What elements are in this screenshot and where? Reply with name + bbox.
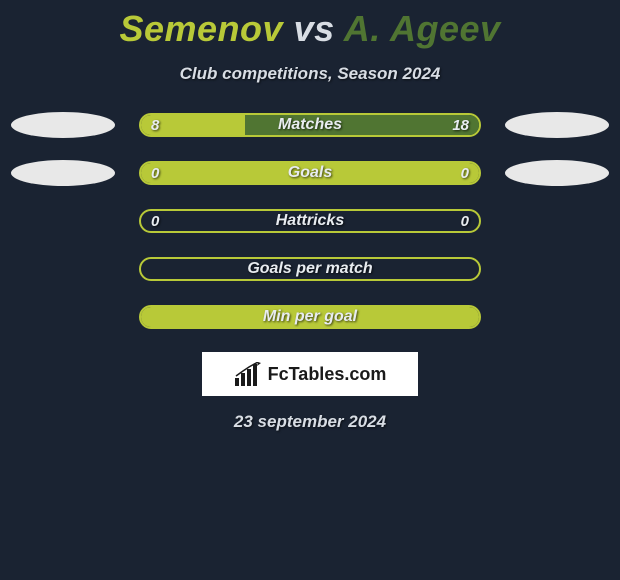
flag-placeholder [505, 208, 609, 234]
stat-row: 00Goals [0, 160, 620, 186]
stat-bar: Min per goal [139, 305, 481, 329]
bar-chart-icon [234, 362, 262, 386]
stat-bar: 00Hattricks [139, 209, 481, 233]
flag-placeholder [11, 256, 115, 282]
player2-flag-icon [505, 112, 609, 138]
page-title: Semenov vs A. Ageev [0, 8, 620, 50]
stat-label: Matches [141, 115, 479, 135]
logo-text: FcTables.com [268, 364, 387, 385]
stat-row: 818Matches [0, 112, 620, 138]
player1-flag-icon [11, 112, 115, 138]
date-text: 23 september 2024 [0, 412, 620, 432]
flag-placeholder [11, 208, 115, 234]
flag-placeholder [505, 256, 609, 282]
stat-bar: 818Matches [139, 113, 481, 137]
stat-bar: Goals per match [139, 257, 481, 281]
subtitle: Club competitions, Season 2024 [0, 64, 620, 84]
player2-name: A. Ageev [344, 8, 501, 49]
flag-placeholder [505, 304, 609, 330]
vs-text: vs [294, 8, 335, 49]
stat-label: Hattricks [141, 211, 479, 231]
stat-row: Min per goal [0, 304, 620, 330]
flag-placeholder [11, 304, 115, 330]
stat-label: Min per goal [141, 307, 479, 327]
player2-flag-icon [505, 160, 609, 186]
stat-label: Goals per match [141, 259, 479, 279]
logo-box: FcTables.com [202, 352, 418, 396]
stat-label: Goals [141, 163, 479, 183]
player1-name: Semenov [119, 8, 283, 49]
stat-row: 00Hattricks [0, 208, 620, 234]
logo: FcTables.com [234, 362, 387, 386]
comparison-card: Semenov vs A. Ageev Club competitions, S… [0, 0, 620, 432]
stat-row: Goals per match [0, 256, 620, 282]
stats-container: 818Matches 00Goals 00Hattricks Goals per ma… [0, 112, 620, 330]
stat-bar: 00Goals [139, 161, 481, 185]
player1-flag-icon [11, 160, 115, 186]
